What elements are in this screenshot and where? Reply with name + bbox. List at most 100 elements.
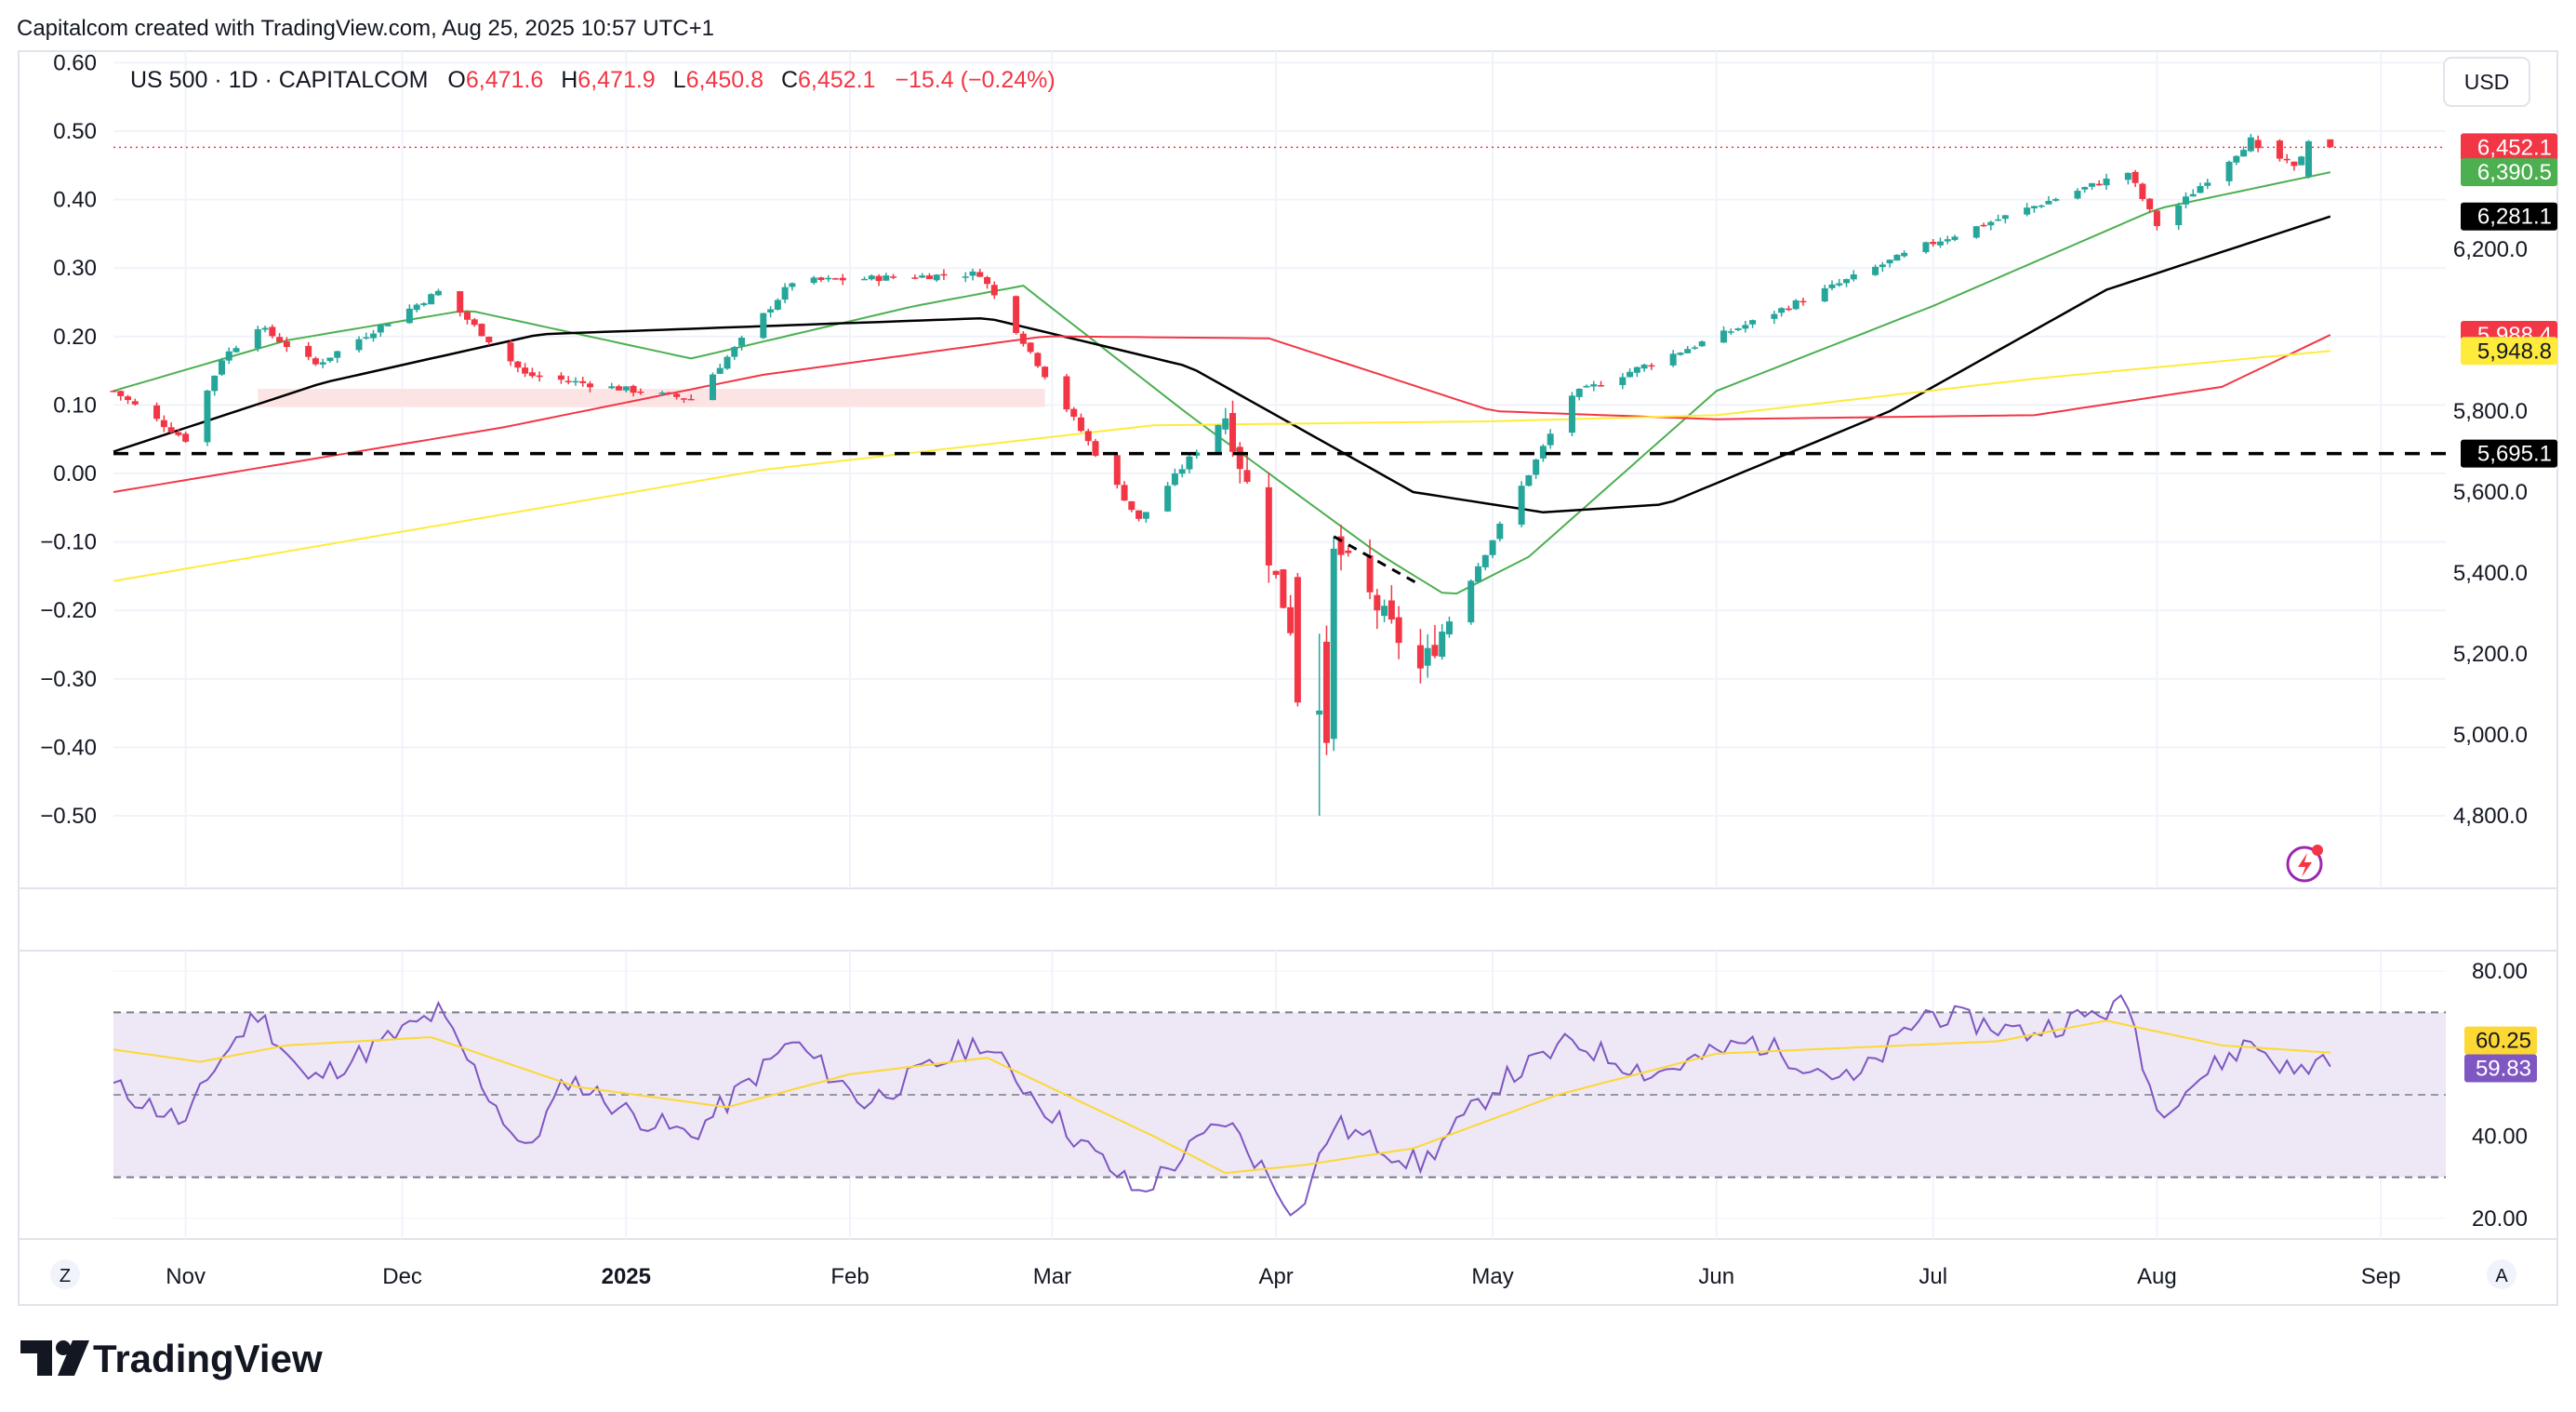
candle-down[interactable]	[1294, 573, 1301, 707]
candle-down[interactable]	[687, 393, 695, 401]
candle-up[interactable]	[2001, 215, 2009, 224]
candle-up[interactable]	[254, 326, 261, 353]
candle-down[interactable]	[984, 275, 991, 289]
candle-up[interactable]	[724, 354, 731, 370]
candle-up[interactable]	[572, 377, 579, 386]
candle-down[interactable]	[925, 273, 933, 280]
candle-down[interactable]	[673, 392, 681, 400]
candle-down[interactable]	[1077, 413, 1084, 433]
candle-up[interactable]	[1734, 327, 1742, 332]
candle-down[interactable]	[940, 269, 948, 281]
candle-up[interactable]	[1821, 285, 1828, 302]
candle-up[interactable]	[1691, 345, 1698, 351]
candle-up[interactable]	[1995, 214, 2002, 221]
candle-up[interactable]	[232, 345, 240, 353]
candle-up[interactable]	[1475, 563, 1482, 583]
candle-up[interactable]	[1439, 623, 1446, 660]
candle-up[interactable]	[1533, 458, 1540, 479]
candle-up[interactable]	[1489, 539, 1496, 559]
candle-up[interactable]	[204, 390, 211, 446]
candle-up[interactable]	[420, 301, 428, 307]
candle-up[interactable]	[861, 276, 869, 281]
candle-down[interactable]	[478, 323, 485, 337]
candle-down[interactable]	[990, 281, 998, 300]
candle-down[interactable]	[2254, 135, 2262, 153]
candle-up[interactable]	[1568, 392, 1575, 437]
candle-down[interactable]	[1084, 428, 1092, 446]
candle-up[interactable]	[2045, 195, 2052, 205]
candle-up[interactable]	[1547, 429, 1554, 449]
candle-down[interactable]	[564, 376, 572, 385]
candle-down[interactable]	[1280, 568, 1287, 609]
candle-down[interactable]	[2146, 197, 2154, 214]
candle-down[interactable]	[1042, 366, 1049, 380]
candle-down[interactable]	[1063, 373, 1070, 413]
candle-up[interactable]	[413, 303, 420, 313]
candle-down[interactable]	[616, 384, 623, 391]
candle-up[interactable]	[1836, 278, 1843, 287]
candle-down[interactable]	[2327, 139, 2334, 148]
candle-up[interactable]	[1640, 363, 1648, 372]
candle-up[interactable]	[760, 313, 767, 340]
candle-up[interactable]	[1901, 250, 1908, 259]
candle-down[interactable]	[1128, 500, 1135, 513]
candle-down[interactable]	[125, 394, 132, 405]
candle-up[interactable]	[377, 324, 384, 338]
candle-down[interactable]	[976, 269, 984, 277]
candle-down[interactable]	[1027, 341, 1034, 354]
candle-up[interactable]	[1633, 366, 1640, 378]
candle-down[interactable]	[1092, 438, 1099, 458]
candle-up[interactable]	[1178, 464, 1186, 478]
candle-up[interactable]	[1575, 388, 1583, 401]
candle-up[interactable]	[789, 282, 796, 291]
candle-down[interactable]	[153, 402, 161, 421]
candle-up[interactable]	[1518, 481, 1525, 527]
candle-up[interactable]	[1879, 261, 1886, 273]
candle-up[interactable]	[1142, 512, 1149, 523]
candle-down[interactable]	[1366, 539, 1374, 600]
candle-down[interactable]	[2283, 153, 2291, 164]
candle-down[interactable]	[1785, 305, 1792, 312]
candle-down[interactable]	[536, 371, 543, 382]
candle-up[interactable]	[962, 272, 969, 283]
candle-down[interactable]	[1287, 594, 1295, 636]
candle-down[interactable]	[579, 377, 587, 387]
candle-up[interactable]	[218, 357, 225, 377]
candle-up[interactable]	[1193, 449, 1201, 460]
zoom-reset-button[interactable]: Z	[50, 1259, 80, 1289]
candle-up[interactable]	[738, 335, 746, 352]
candle-up[interactable]	[1778, 307, 1786, 317]
candle-down[interactable]	[522, 363, 529, 378]
candle-up[interactable]	[1583, 384, 1590, 388]
lightning-icon[interactable]	[2286, 845, 2323, 883]
candle-down[interactable]	[1799, 298, 1807, 306]
candle-down[interactable]	[2131, 169, 2139, 188]
candle-down[interactable]	[2095, 180, 2103, 186]
candle-up[interactable]	[781, 283, 789, 303]
candle-down[interactable]	[586, 380, 593, 393]
candle-up[interactable]	[1677, 352, 1684, 356]
candle-up[interactable]	[1922, 241, 1930, 254]
candle-up[interactable]	[825, 274, 832, 283]
candle-up[interactable]	[2030, 205, 2038, 213]
candle-down[interactable]	[890, 273, 897, 280]
candle-up[interactable]	[211, 375, 219, 396]
candle-down[interactable]	[839, 273, 846, 286]
candle-down[interactable]	[514, 361, 522, 373]
candle-up[interactable]	[334, 351, 341, 364]
candle-up[interactable]	[2081, 186, 2089, 193]
candle-down[interactable]	[1236, 442, 1243, 484]
candle-up[interactable]	[1792, 299, 1799, 311]
candle-up[interactable]	[384, 323, 392, 326]
candle-up[interactable]	[2052, 197, 2060, 202]
candle-down[interactable]	[312, 356, 319, 366]
candle-up[interactable]	[919, 273, 926, 279]
horizontal-lines[interactable]	[113, 146, 2446, 587]
candle-down[interactable]	[1374, 589, 1381, 630]
candle-down[interactable]	[680, 397, 687, 404]
candle-up[interactable]	[1445, 616, 1453, 638]
candle-down[interactable]	[1337, 525, 1345, 571]
candle-up[interactable]	[2197, 182, 2204, 193]
candle-up[interactable]	[1893, 254, 1901, 261]
